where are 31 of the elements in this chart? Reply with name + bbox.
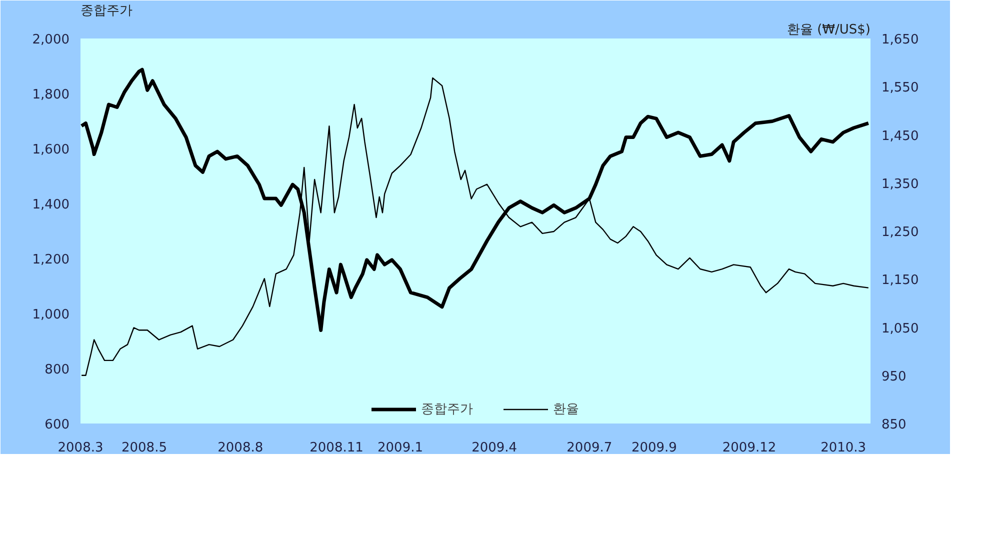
- y2-tick-label: 1,050: [882, 321, 919, 336]
- legend-label: 종합주가: [421, 401, 473, 418]
- y-tick-label: 1,400: [32, 198, 70, 212]
- y2-tick-label: 1,350: [882, 176, 919, 192]
- y-tick-label: 600: [44, 418, 70, 432]
- x-tick-label: 2008.3: [58, 440, 104, 456]
- y2-tick-label: 1,450: [882, 128, 919, 144]
- y2-tick-label: 1,250: [882, 225, 919, 240]
- x-tick-label: 2009.1: [378, 440, 424, 456]
- x-tick-label: 2010.3: [820, 440, 866, 456]
- x-tick-label: 2009.9: [631, 440, 677, 456]
- x-tick-label: 2008.5: [122, 440, 167, 456]
- y2-tick-label: 1,550: [882, 80, 919, 96]
- y-tick-label: 2,000: [32, 32, 70, 48]
- y-tick-label: 1,800: [32, 88, 70, 102]
- y2-tick-label: 1,150: [882, 273, 919, 288]
- y2-tick-label: 850: [882, 418, 906, 432]
- legend-label: 환율: [553, 401, 579, 418]
- x-tick-label: 2009.12: [722, 440, 776, 456]
- y-tick-label: 1,200: [32, 252, 70, 268]
- x-tick-label: 2008.8: [218, 440, 264, 456]
- x-tick-label: 2008.11: [310, 440, 364, 456]
- y-tick-label: 800: [44, 362, 70, 378]
- x-tick-label: 2009.7: [566, 440, 612, 456]
- x-tick-label: 2009.4: [472, 440, 518, 456]
- y2-tick-label: 950: [882, 369, 906, 384]
- y2-tick-label: 1,650: [882, 32, 919, 48]
- y-tick-label: 1,000: [32, 308, 70, 322]
- y-tick-label: 1,600: [32, 142, 70, 158]
- y-axis-title: 종합주가: [80, 4, 132, 18]
- y2-axis-title: 환율 (₩/US$): [786, 22, 871, 38]
